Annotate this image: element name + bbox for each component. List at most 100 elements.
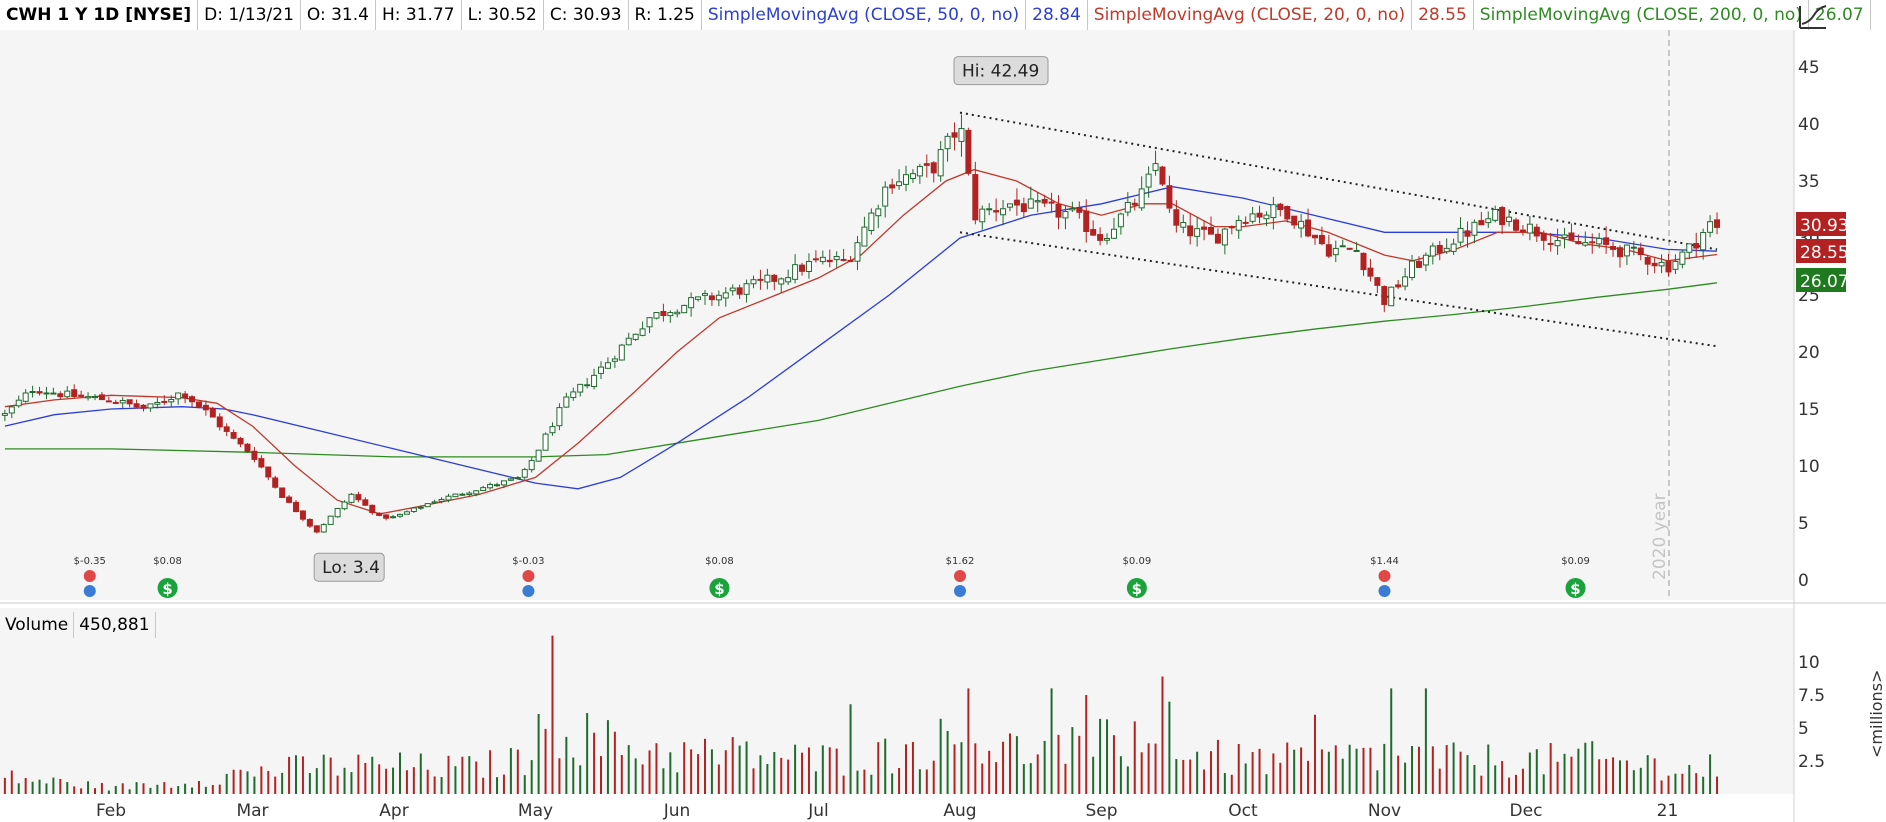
candle-body xyxy=(1686,243,1693,253)
candle-body xyxy=(750,279,757,285)
date-readout: D: 1/13/21 xyxy=(198,0,301,30)
candle-body xyxy=(785,277,792,283)
candle-body xyxy=(972,174,979,221)
event-label: $1.62 xyxy=(946,556,975,567)
candle-body xyxy=(1284,206,1291,220)
candle-body xyxy=(410,507,417,512)
candle-body xyxy=(722,292,729,299)
volume-tick-label: 2.5 xyxy=(1798,752,1825,772)
volume-tick-label: 7.5 xyxy=(1798,686,1825,706)
candle-body xyxy=(1221,228,1228,246)
candle-body xyxy=(958,128,965,142)
dollar-glyph: $ xyxy=(714,580,724,598)
candle-body xyxy=(812,258,819,261)
price-tick-label: 40 xyxy=(1798,115,1820,135)
candle-body xyxy=(1519,229,1526,232)
candle-body xyxy=(299,510,306,520)
candle-body xyxy=(1395,284,1402,288)
candle-body xyxy=(1104,238,1111,241)
sma50-label[interactable]: SimpleMovingAvg (CLOSE, 50, 0, no) xyxy=(702,0,1027,30)
candle-body xyxy=(937,149,944,177)
candle-body xyxy=(1603,237,1610,245)
channel-bottom-line xyxy=(959,231,1718,348)
candle-body xyxy=(833,255,840,261)
candle-body xyxy=(57,393,64,398)
candle-body xyxy=(1596,237,1603,245)
candle-body xyxy=(1714,219,1721,228)
candle-body xyxy=(1277,203,1284,211)
candle-body xyxy=(1429,245,1436,257)
candle-body xyxy=(979,208,986,223)
candle-body xyxy=(1159,166,1166,185)
month-label: Apr xyxy=(379,801,408,821)
candle-body xyxy=(500,480,507,486)
candle-body xyxy=(126,399,133,405)
candle-body xyxy=(639,328,646,336)
month-label: 21 xyxy=(1657,801,1679,821)
earnings-info-icon xyxy=(1378,585,1391,597)
candle-body xyxy=(8,406,15,414)
candle-body xyxy=(1166,185,1173,209)
candle-body xyxy=(175,392,182,400)
candle-body xyxy=(480,487,487,492)
candle-body xyxy=(632,333,639,340)
candle-body xyxy=(1110,228,1117,239)
dollar-glyph: $ xyxy=(1132,580,1142,598)
candle-body xyxy=(1367,267,1374,277)
candle-body xyxy=(514,477,521,480)
candle-body xyxy=(1256,212,1263,218)
candle-body xyxy=(1561,234,1568,238)
sma20-value: 28.55 xyxy=(1412,0,1474,30)
candle-body xyxy=(15,399,22,407)
candle-body xyxy=(272,477,279,488)
candle-body xyxy=(1325,244,1332,257)
event-label: $0.09 xyxy=(1123,556,1152,567)
volume-tick-label: 10 xyxy=(1798,653,1820,673)
candle-body xyxy=(1208,226,1215,235)
candle-body xyxy=(792,264,799,280)
candle-body xyxy=(1707,221,1714,233)
candle-body xyxy=(1415,260,1422,268)
sma20-label[interactable]: SimpleMovingAvg (CLOSE, 20, 0, no) xyxy=(1088,0,1413,30)
volume-unit-label: <millions> xyxy=(1867,670,1886,758)
candle-body xyxy=(1298,220,1305,229)
candle-body xyxy=(542,433,549,451)
candle-body xyxy=(1651,262,1658,267)
candle-body xyxy=(1131,202,1138,206)
candle-body xyxy=(826,259,833,263)
candle-body xyxy=(1117,213,1124,228)
candle-body xyxy=(861,226,868,247)
candle-body xyxy=(771,274,778,282)
candle-body xyxy=(1194,228,1201,237)
candle-body xyxy=(1187,225,1194,237)
month-label: Oct xyxy=(1228,801,1258,821)
candle-body xyxy=(1589,241,1596,244)
candle-body xyxy=(1513,219,1520,231)
candle-body xyxy=(438,498,445,502)
candle-body xyxy=(903,174,910,185)
candle-body xyxy=(986,208,993,211)
candle-body xyxy=(98,394,105,401)
price-tick-label: 20 xyxy=(1798,343,1820,363)
price-tick-label: 15 xyxy=(1798,400,1820,420)
dollar-glyph: $ xyxy=(162,580,172,598)
candle-body xyxy=(556,407,563,427)
event-label: $1.44 xyxy=(1370,556,1399,567)
event-label: $0.08 xyxy=(153,556,182,567)
event-label: $0.08 xyxy=(705,556,734,567)
candle-body xyxy=(535,449,542,462)
trend-line-icon[interactable] xyxy=(1796,2,1830,32)
candle-body xyxy=(778,278,785,285)
earnings-info-icon xyxy=(954,585,966,597)
candle-body xyxy=(1693,243,1700,249)
symbol-label[interactable]: CWH 1 Y 1D [NYSE] xyxy=(0,0,199,30)
candle-body xyxy=(1644,257,1651,265)
sma200-label[interactable]: SimpleMovingAvg (CLOSE, 200, 0, no) xyxy=(1474,0,1809,30)
event-label: $-0.35 xyxy=(74,556,106,567)
candle-body xyxy=(1027,198,1034,209)
candle-body xyxy=(764,274,771,283)
candle-body xyxy=(896,181,903,187)
chart-header: CWH 1 Y 1D [NYSE] D: 1/13/21 O: 31.4 H: … xyxy=(0,0,1871,30)
candle-body xyxy=(757,278,764,281)
candle-body xyxy=(1353,249,1360,252)
